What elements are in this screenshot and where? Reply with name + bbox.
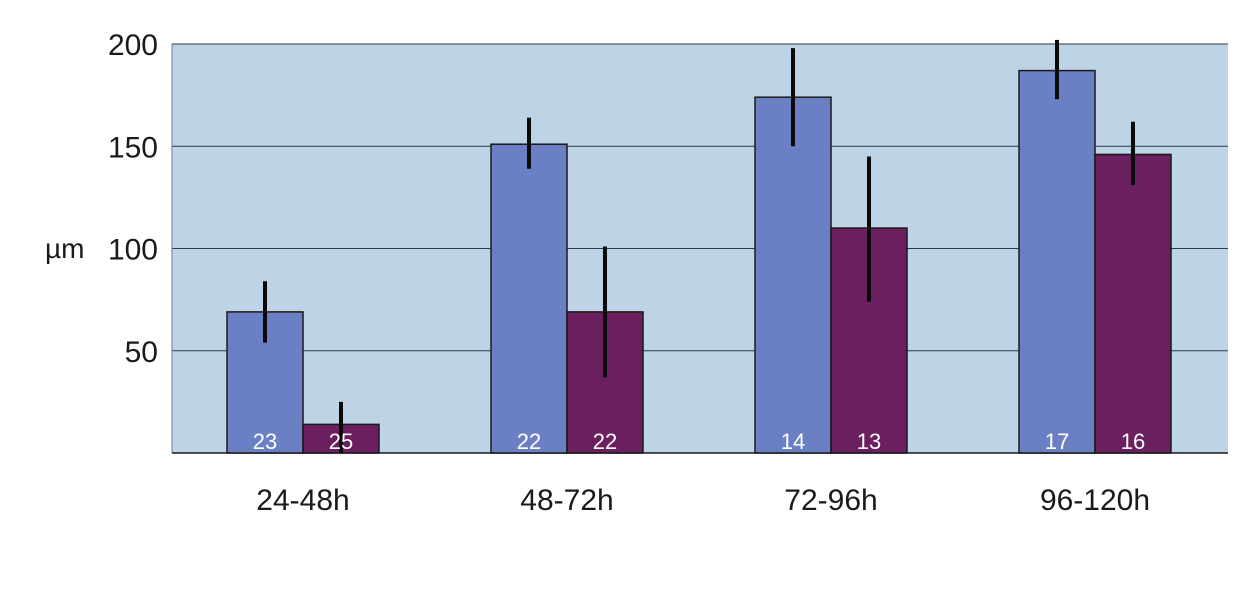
error-bars: [263, 39, 1135, 453]
sample-size-label: 13: [857, 429, 881, 454]
bar-series-1-96-120h: [1018, 69, 1096, 454]
bar-series-1-72-96h: [754, 96, 832, 454]
sample-size-label: 14: [781, 429, 805, 454]
sample-size-labels: 23 25 22 22 14 13 17 16: [253, 429, 1145, 454]
sample-size-label: 22: [593, 429, 617, 454]
x-category-label: 72-96h: [784, 484, 877, 517]
sample-size-label: 17: [1045, 429, 1069, 454]
y-tick-label: 50: [125, 336, 158, 369]
y-tick-label: 100: [108, 234, 158, 267]
y-tick-label: 150: [108, 131, 158, 164]
x-category-label: 24-48h: [256, 484, 349, 517]
sample-size-label: 22: [517, 429, 541, 454]
bar-series-2-96-120h: [1094, 153, 1172, 454]
x-category-label: 48-72h: [520, 484, 613, 517]
y-tick-label: 200: [108, 29, 158, 62]
bar-series-1-48-72h: [490, 143, 568, 454]
x-axis-categories: 24-48h 48-72h 72-96h 96-120h: [256, 484, 1150, 517]
sample-size-label: 23: [253, 429, 277, 454]
x-category-label: 96-120h: [1040, 484, 1150, 517]
sample-size-label: 16: [1121, 429, 1145, 454]
y-axis-label: µm: [45, 233, 84, 264]
y-axis-ticks: 50 100 150 200: [108, 29, 158, 369]
sample-size-label: 25: [329, 429, 353, 454]
